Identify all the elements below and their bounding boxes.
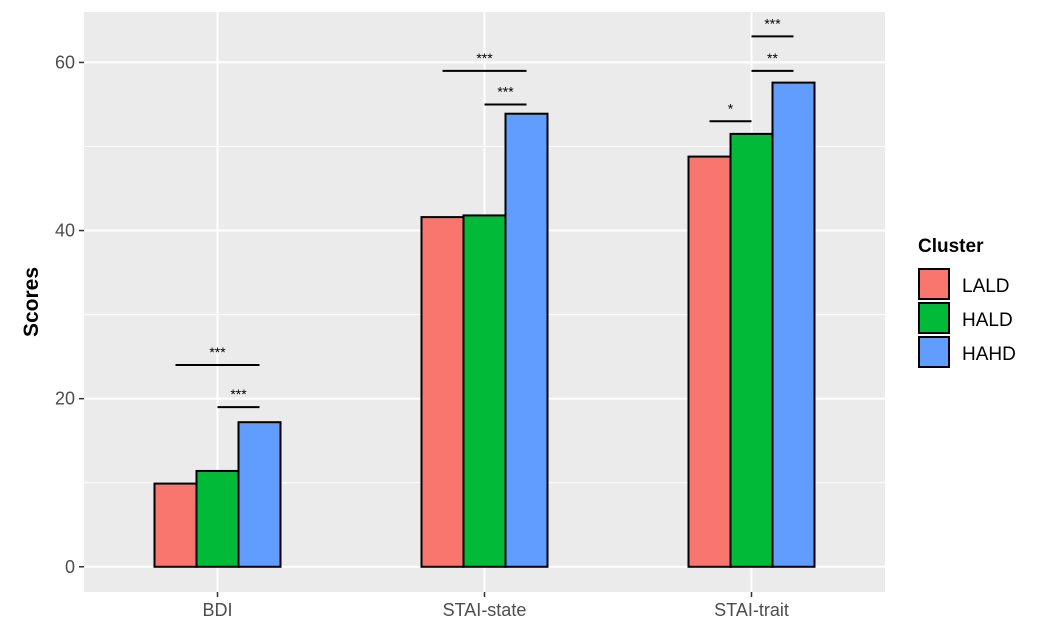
legend-label-lald: LALD bbox=[962, 276, 1010, 297]
significance-label: ** bbox=[767, 50, 778, 66]
significance-label: *** bbox=[764, 15, 781, 31]
bar-lald-stai-state bbox=[420, 216, 465, 568]
legend-title: Cluster bbox=[918, 236, 984, 257]
significance-label: * bbox=[728, 100, 734, 116]
bar-hald-bdi bbox=[195, 469, 240, 568]
x-tick-label: BDI bbox=[202, 600, 232, 620]
significance-label: *** bbox=[476, 50, 493, 66]
y-tick-label: 60 bbox=[55, 52, 75, 72]
bar-hald-stai-trait bbox=[729, 132, 774, 568]
significance-label: *** bbox=[209, 344, 226, 360]
bars bbox=[153, 81, 816, 568]
bar-hahd-bdi bbox=[237, 421, 282, 568]
y-tick-label: 20 bbox=[55, 389, 75, 409]
y-tick-label: 0 bbox=[65, 557, 75, 577]
bar-lald-bdi bbox=[153, 482, 198, 568]
y-tick-label: 40 bbox=[55, 221, 75, 241]
legend: Cluster LALD HALD HAHD bbox=[918, 236, 1016, 368]
x-tick-label: STAI-state bbox=[443, 600, 527, 620]
x-tick-label: STAI-trait bbox=[714, 600, 789, 620]
bar-hald-stai-state bbox=[462, 214, 507, 568]
bar-hahd-stai-trait bbox=[771, 81, 816, 568]
x-axis: BDI STAI-state STAI-trait bbox=[202, 592, 789, 620]
bar-lald-stai-trait bbox=[687, 155, 732, 568]
significance-label: *** bbox=[497, 83, 514, 99]
legend-label-hald: HALD bbox=[962, 310, 1013, 331]
legend-key-hald bbox=[918, 302, 950, 334]
significance-label: *** bbox=[230, 386, 247, 402]
legend-key-lald bbox=[918, 268, 950, 300]
significance-annotations: ****************** bbox=[175, 15, 794, 409]
y-axis: 0 20 40 60 bbox=[55, 52, 84, 577]
legend-key-hahd bbox=[918, 336, 950, 368]
legend-label-hahd: HAHD bbox=[962, 344, 1016, 365]
bar-hahd-stai-state bbox=[504, 112, 549, 568]
y-axis-title: Scores bbox=[20, 267, 43, 337]
